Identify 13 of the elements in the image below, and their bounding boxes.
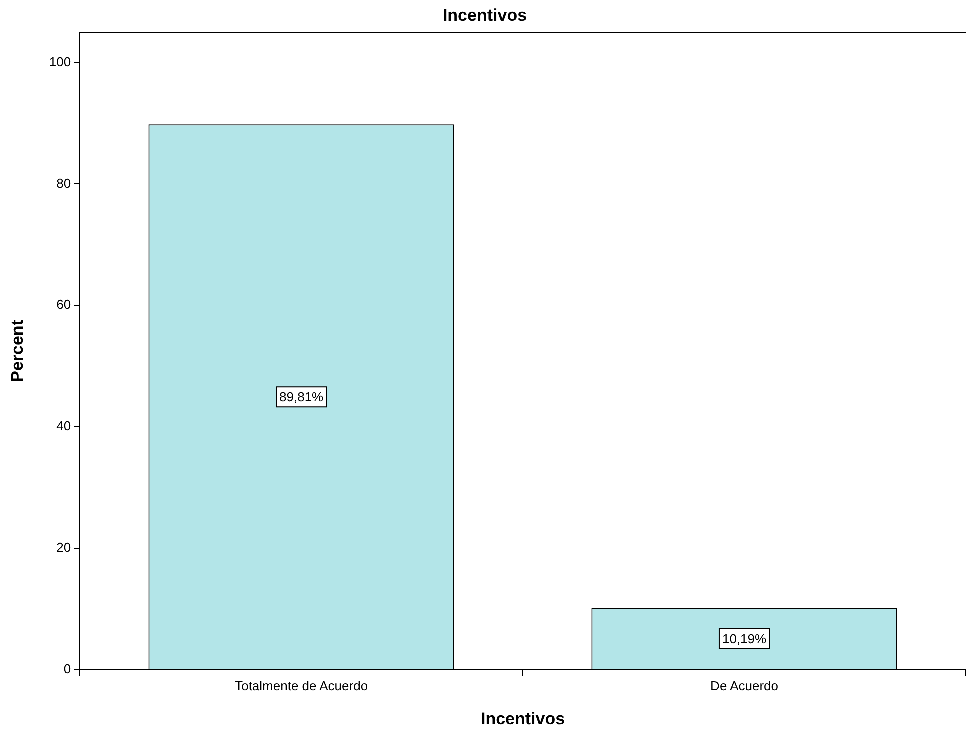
y-tick-label: 80: [56, 176, 72, 191]
y-tick-label: 60: [56, 297, 72, 312]
data-label: 10,19%: [722, 631, 768, 646]
x-tick-label: De Acuerdo: [710, 678, 778, 694]
data-label: 89,81%: [280, 390, 324, 405]
y-axis-title: Percent: [8, 320, 27, 382]
y-tick-label: 20: [56, 540, 72, 556]
x-axis-title: Incentivos: [481, 709, 566, 728]
x-tick-label: Totalmente de Acuerdo: [235, 678, 368, 694]
y-tick-label: 0: [64, 662, 72, 677]
y-tick-label: 40: [56, 418, 72, 434]
chart-title: Incentivos: [442, 6, 528, 25]
y-tick-label: 100: [49, 54, 72, 70]
